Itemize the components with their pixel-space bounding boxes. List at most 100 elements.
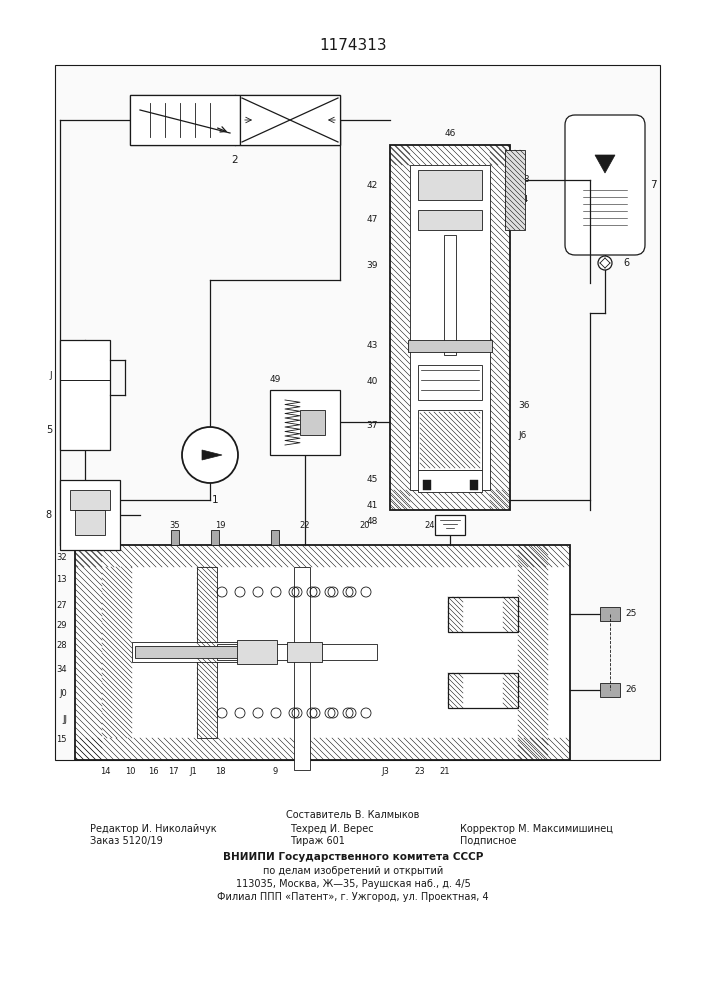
- Bar: [237, 640, 277, 664]
- Bar: [448, 673, 463, 708]
- Text: Тираж 601: Тираж 601: [290, 836, 345, 846]
- Text: 5: 5: [46, 425, 52, 435]
- Text: J6: J6: [518, 430, 527, 440]
- Text: 28: 28: [57, 641, 67, 650]
- Bar: [505, 150, 525, 230]
- Bar: [448, 597, 463, 632]
- Bar: [470, 480, 478, 490]
- Text: 42: 42: [367, 180, 378, 190]
- Bar: [410, 165, 490, 490]
- Text: Филиал ППП «Патент», г. Ужгород, ул. Проектная, 4: Филиал ППП «Патент», г. Ужгород, ул. Про…: [217, 892, 489, 902]
- Bar: [240, 95, 340, 145]
- Bar: [197, 567, 217, 738]
- Bar: [503, 597, 518, 632]
- Text: JJ: JJ: [62, 716, 67, 724]
- Text: 8: 8: [46, 510, 52, 520]
- Bar: [600, 683, 620, 697]
- Bar: [423, 480, 431, 490]
- Text: Составитель В. Калмыков: Составитель В. Калмыков: [286, 810, 420, 820]
- Text: 22: 22: [300, 520, 310, 530]
- Text: 27: 27: [57, 600, 67, 609]
- Bar: [132, 642, 252, 662]
- Bar: [390, 145, 410, 510]
- Bar: [503, 673, 518, 708]
- Bar: [300, 410, 325, 435]
- Text: 16: 16: [148, 768, 158, 776]
- Polygon shape: [595, 155, 615, 173]
- Bar: [271, 530, 279, 545]
- Circle shape: [598, 256, 612, 270]
- Bar: [135, 646, 245, 658]
- Bar: [505, 150, 525, 230]
- Bar: [75, 738, 570, 760]
- Text: 29: 29: [57, 620, 67, 630]
- Text: 43: 43: [367, 340, 378, 350]
- Bar: [418, 170, 482, 200]
- Polygon shape: [202, 450, 222, 460]
- Text: 17: 17: [168, 768, 178, 776]
- Bar: [75, 545, 570, 567]
- Text: ВНИИПИ Государственного комитета СССР: ВНИИПИ Государственного комитета СССР: [223, 852, 483, 862]
- Text: 7: 7: [650, 180, 657, 190]
- Bar: [444, 235, 456, 355]
- Text: 1: 1: [211, 495, 218, 505]
- Text: 13: 13: [57, 576, 67, 584]
- Bar: [287, 642, 322, 662]
- Bar: [197, 567, 217, 738]
- Text: 20: 20: [360, 520, 370, 530]
- Text: 1174313: 1174313: [319, 37, 387, 52]
- Text: 38: 38: [518, 176, 530, 184]
- Text: Заказ 5120/19: Заказ 5120/19: [90, 836, 163, 846]
- Text: J0: J0: [59, 688, 67, 698]
- Bar: [60, 480, 120, 550]
- Bar: [130, 95, 340, 145]
- Text: 15: 15: [57, 736, 67, 744]
- Text: 47: 47: [367, 216, 378, 225]
- Bar: [75, 545, 102, 760]
- Bar: [418, 410, 482, 470]
- Text: 23: 23: [415, 768, 426, 776]
- Text: 40: 40: [367, 377, 378, 386]
- Bar: [130, 95, 240, 145]
- Text: Техред И. Верес: Техред И. Верес: [290, 824, 373, 834]
- Text: 34: 34: [57, 666, 67, 674]
- Text: 49: 49: [270, 375, 281, 384]
- Text: 113035, Москва, Ж—35, Раушская наб., д. 4/5: 113035, Москва, Ж—35, Раушская наб., д. …: [235, 879, 470, 889]
- Text: J1: J1: [189, 768, 197, 776]
- Text: 48: 48: [367, 518, 378, 526]
- Text: Редактор И. Николайчук: Редактор И. Николайчук: [90, 824, 216, 834]
- Text: J3: J3: [381, 768, 389, 776]
- Bar: [270, 390, 340, 455]
- Text: 25: 25: [625, 609, 636, 618]
- Text: 18: 18: [215, 768, 226, 776]
- Text: 44: 44: [518, 196, 530, 205]
- Text: 2: 2: [232, 155, 238, 165]
- Text: по делам изобретений и открытий: по делам изобретений и открытий: [263, 866, 443, 876]
- Bar: [418, 210, 482, 230]
- Bar: [102, 567, 132, 738]
- Text: 39: 39: [366, 260, 378, 269]
- Bar: [420, 412, 480, 468]
- Text: 37: 37: [366, 420, 378, 430]
- Text: 10: 10: [124, 768, 135, 776]
- Bar: [408, 340, 492, 352]
- Bar: [518, 545, 548, 760]
- Bar: [60, 340, 110, 450]
- Text: 46: 46: [444, 128, 456, 137]
- Text: 41: 41: [367, 500, 378, 510]
- Text: 11: 11: [82, 520, 92, 530]
- Text: 36: 36: [518, 400, 530, 410]
- Bar: [211, 530, 219, 545]
- Text: 35: 35: [170, 520, 180, 530]
- Bar: [448, 597, 518, 632]
- Bar: [70, 490, 110, 510]
- Circle shape: [182, 427, 238, 483]
- Text: Подписное: Подписное: [460, 836, 516, 846]
- Text: 19: 19: [215, 520, 226, 530]
- Text: 12: 12: [100, 520, 110, 530]
- Text: Корректор М. Максимишинец: Корректор М. Максимишинец: [460, 824, 613, 834]
- Bar: [171, 530, 179, 545]
- Bar: [390, 490, 510, 510]
- Bar: [418, 470, 482, 492]
- Text: 9: 9: [272, 768, 278, 776]
